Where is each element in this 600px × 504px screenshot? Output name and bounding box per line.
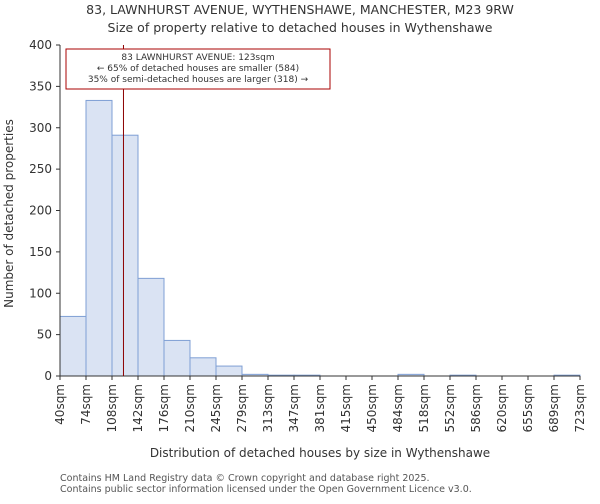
y-axis: 0 50 100 150 200 250 300 350 400	[29, 38, 61, 383]
x-tick-label: 655sqm	[521, 384, 535, 432]
x-tick-label: 142sqm	[131, 384, 145, 432]
x-tick-label: 347sqm	[287, 384, 301, 432]
x-tick-label: 620sqm	[495, 384, 509, 432]
x-tick-label: 518sqm	[417, 384, 431, 432]
x-tick-label: 74sqm	[79, 384, 93, 425]
x-tick-label: 552sqm	[443, 384, 457, 432]
x-tick-label: 245sqm	[209, 384, 223, 432]
x-tick-label: 723sqm	[573, 384, 587, 432]
footer-attribution-line2: Contains public sector information licen…	[60, 484, 472, 495]
y-tick-label: 50	[37, 328, 52, 342]
x-tick-label: 415sqm	[339, 384, 353, 432]
y-axis-label: Number of detached properties	[2, 119, 16, 308]
x-axis: 40sqm 74sqm 108sqm 142sqm 176sqm 210sqm 245sqm…	[53, 375, 587, 432]
bars-group	[59, 99, 581, 377]
annotation-box	[65, 48, 331, 90]
x-tick-label: 279sqm	[235, 384, 249, 432]
histogram-bar	[189, 357, 217, 377]
histogram-bar	[137, 277, 165, 377]
y-tick-label: 300	[29, 121, 52, 135]
x-tick-label: 586sqm	[469, 384, 483, 432]
histogram-bar	[215, 365, 243, 377]
y-tick-label: 200	[29, 204, 52, 218]
x-tick-label: 40sqm	[53, 384, 67, 425]
footer-attribution-line1: Contains HM Land Registry data © Crown c…	[60, 473, 430, 484]
y-tick-label: 350	[29, 79, 52, 93]
property-annotation: 83 LAWNHURST AVENUE: 123sqm ← 65% of det…	[65, 48, 331, 90]
histogram-bar	[111, 134, 139, 377]
annotation-line2: ← 65% of detached houses are smaller (58…	[97, 64, 299, 74]
y-tick-label: 250	[29, 162, 52, 176]
histogram-bar	[163, 339, 191, 377]
y-tick-label: 100	[29, 286, 52, 300]
histogram-bar	[85, 99, 113, 377]
annotation-line1: 83 LAWNHURST AVENUE: 123sqm	[121, 53, 274, 63]
x-tick-label: 484sqm	[391, 384, 405, 432]
chart-title-line2: Size of property relative to detached ho…	[108, 20, 493, 35]
histogram-bar	[59, 315, 87, 377]
y-tick-label: 400	[29, 38, 52, 52]
y-tick-label: 0	[44, 369, 52, 383]
x-axis-label: Distribution of detached houses by size …	[150, 446, 490, 460]
x-tick-label: 108sqm	[105, 384, 119, 432]
x-tick-label: 381sqm	[313, 384, 327, 432]
x-tick-label: 450sqm	[365, 384, 379, 432]
x-tick-label: 210sqm	[183, 384, 197, 432]
x-tick-label: 689sqm	[547, 384, 561, 432]
y-tick-label: 150	[29, 245, 52, 259]
chart-title-line1: 83, LAWNHURST AVENUE, WYTHENSHAWE, MANCH…	[86, 2, 514, 17]
x-tick-label: 176sqm	[157, 384, 171, 432]
annotation-line3: 35% of semi-detached houses are larger (…	[88, 75, 309, 85]
x-tick-label: 313sqm	[261, 384, 275, 432]
